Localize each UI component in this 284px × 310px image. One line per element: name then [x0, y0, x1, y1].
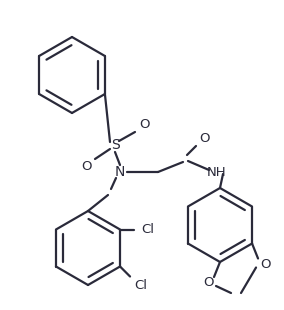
Text: O: O	[199, 131, 209, 144]
Text: Cl: Cl	[141, 223, 154, 236]
Text: S: S	[111, 138, 119, 152]
Text: N: N	[115, 165, 125, 179]
Text: O: O	[260, 258, 270, 271]
Text: O: O	[139, 117, 149, 131]
Text: O: O	[81, 160, 91, 172]
Text: NH: NH	[207, 166, 227, 179]
Text: O: O	[203, 277, 213, 290]
Text: Cl: Cl	[135, 279, 148, 292]
